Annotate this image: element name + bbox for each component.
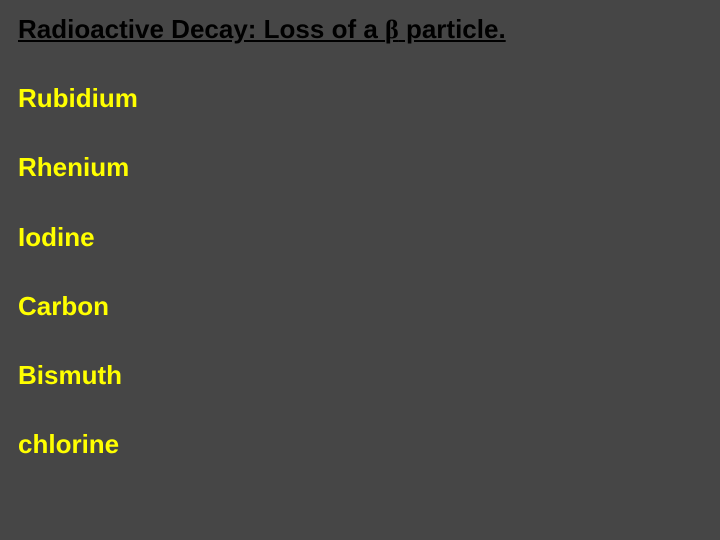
title-prefix: Radioactive Decay: Loss of a [18, 14, 385, 44]
beta-symbol: β [385, 15, 399, 44]
list-item: chlorine [18, 429, 702, 460]
list-item: Bismuth [18, 360, 702, 391]
item-label: Iodine [18, 222, 95, 252]
list-item: Rubidium [18, 83, 702, 114]
slide-title: Radioactive Decay: Loss of a β particle. [18, 14, 702, 45]
item-label: Rubidium [18, 83, 138, 113]
item-label: chlorine [18, 429, 119, 459]
slide-container: Radioactive Decay: Loss of a β particle.… [0, 0, 720, 512]
list-item: Carbon [18, 291, 702, 322]
item-label: Rhenium [18, 152, 129, 182]
item-label: Carbon [18, 291, 109, 321]
title-suffix: particle. [399, 14, 506, 44]
item-label: Bismuth [18, 360, 122, 390]
list-item: Iodine [18, 222, 702, 253]
list-item: Rhenium [18, 152, 702, 183]
